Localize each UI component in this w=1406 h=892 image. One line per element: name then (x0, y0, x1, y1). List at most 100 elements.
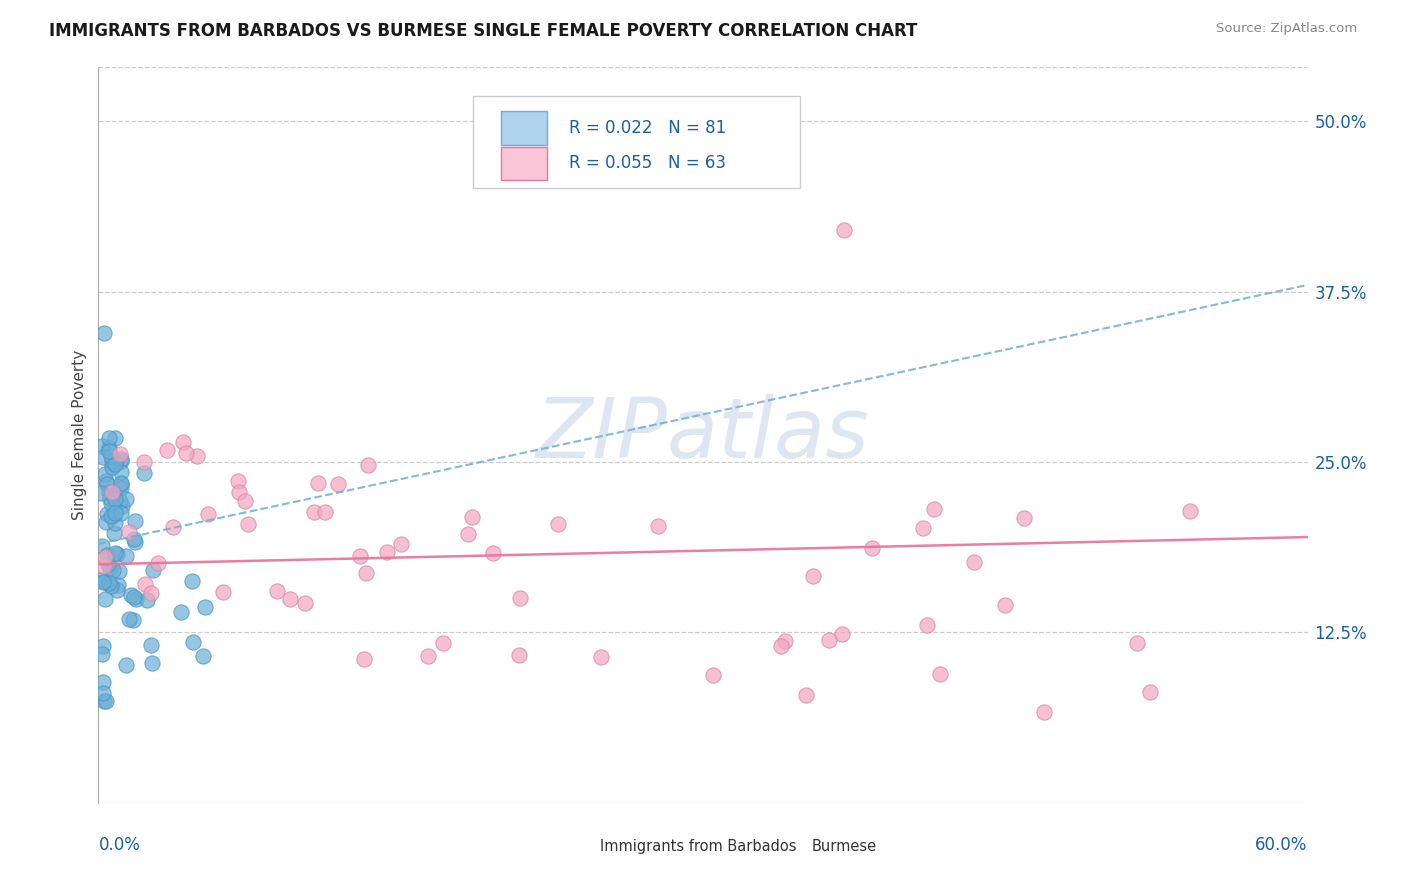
Point (482, 546, 505, 560)
Point (104, 457, 127, 471)
Point (107, 547, 129, 561)
Point (125, 592, 148, 607)
Point (118, 524, 141, 539)
Text: R = 0.055   N = 63: R = 0.055 N = 63 (569, 154, 725, 172)
FancyBboxPatch shape (474, 96, 800, 188)
Point (100, 579, 122, 593)
Point (90, 573, 112, 587)
Point (172, 434, 194, 449)
Point (110, 476, 132, 491)
Point (115, 658, 138, 673)
Point (104, 431, 127, 445)
Point (170, 605, 193, 619)
Point (101, 486, 124, 500)
Point (100, 491, 122, 505)
Point (97, 431, 120, 445)
Point (432, 636, 454, 650)
Point (796, 688, 818, 702)
Point (860, 541, 883, 556)
Point (193, 649, 215, 664)
Point (124, 515, 146, 529)
Point (235, 494, 257, 508)
Point (915, 617, 938, 632)
Point (91, 675, 114, 690)
Point (135, 592, 157, 607)
Point (91, 440, 114, 454)
Point (389, 537, 412, 551)
Point (181, 574, 204, 588)
Point (100, 449, 122, 463)
Point (349, 549, 371, 563)
Point (97, 485, 120, 500)
Point (100, 508, 122, 523)
Point (96, 474, 118, 488)
Point (94, 592, 117, 607)
Point (294, 596, 316, 610)
Point (93, 450, 115, 465)
Point (96, 693, 118, 707)
Point (91, 574, 114, 589)
Point (461, 509, 484, 524)
Point (1139, 684, 1161, 698)
Point (139, 638, 162, 652)
Point (93, 558, 115, 573)
Point (509, 591, 531, 605)
Point (186, 449, 208, 463)
Point (212, 585, 235, 599)
Point (124, 535, 146, 549)
Point (416, 648, 439, 663)
Text: 60.0%: 60.0% (1256, 836, 1308, 854)
Point (134, 577, 156, 591)
Point (929, 666, 952, 681)
Point (589, 650, 612, 665)
Point (104, 506, 127, 520)
Point (353, 652, 375, 666)
FancyBboxPatch shape (558, 836, 588, 858)
Point (122, 533, 145, 547)
Point (773, 633, 796, 648)
Point (134, 466, 156, 480)
Point (326, 476, 349, 491)
Point (817, 633, 839, 648)
Point (156, 443, 179, 458)
Point (314, 506, 336, 520)
Point (302, 505, 325, 519)
Point (89, 486, 111, 500)
Point (1014, 511, 1036, 525)
Point (96, 507, 118, 521)
Point (547, 516, 569, 531)
Point (107, 578, 129, 592)
Point (120, 588, 142, 602)
Point (1180, 504, 1202, 518)
Point (174, 445, 197, 459)
Point (647, 518, 669, 533)
Point (110, 451, 132, 466)
Point (922, 502, 945, 516)
Point (100, 560, 122, 574)
Point (356, 566, 378, 580)
Point (1126, 636, 1149, 650)
Point (90, 647, 112, 661)
Point (105, 454, 128, 468)
Point (228, 484, 250, 499)
Point (110, 493, 132, 508)
Point (142, 563, 165, 577)
Point (110, 476, 132, 491)
Point (801, 568, 824, 582)
Point (110, 481, 132, 495)
Point (228, 475, 250, 489)
Point (122, 590, 145, 604)
Point (307, 476, 329, 491)
Point (101, 563, 124, 577)
Point (236, 516, 259, 531)
Point (702, 667, 724, 681)
Point (93, 693, 115, 707)
Point (103, 526, 125, 541)
Point (963, 555, 986, 569)
Point (101, 460, 124, 475)
Text: R = 0.022   N = 81: R = 0.022 N = 81 (569, 119, 725, 137)
Point (1033, 705, 1056, 719)
Point (266, 583, 288, 598)
Point (770, 640, 793, 654)
Point (98, 575, 121, 590)
